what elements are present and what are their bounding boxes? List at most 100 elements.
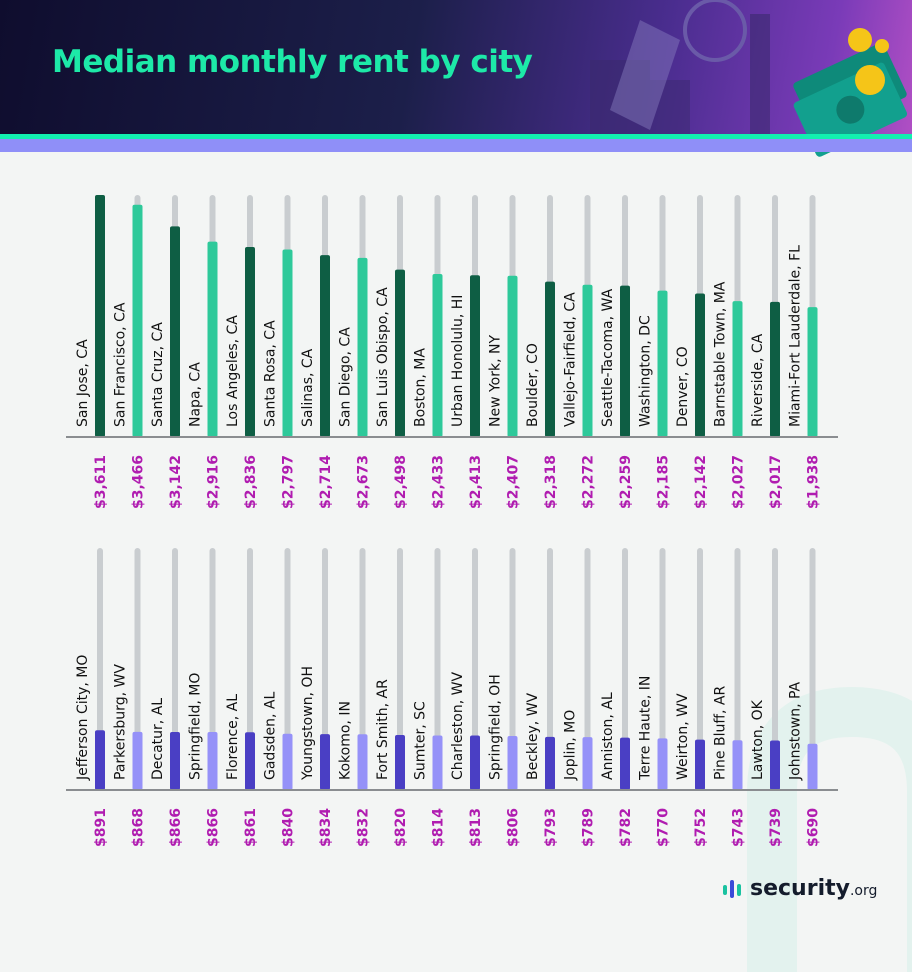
value-label: $793 bbox=[543, 808, 559, 847]
category-label: Lawton, OK bbox=[750, 699, 766, 780]
bar-track bbox=[134, 548, 141, 790]
category-label: Fort Smith, AR bbox=[375, 679, 391, 780]
value-label: $891 bbox=[93, 808, 109, 847]
value-label: $3,142 bbox=[168, 455, 184, 509]
category-label: Seattle-Tacoma, WA bbox=[600, 288, 616, 427]
value-label: $2,498 bbox=[393, 455, 409, 509]
bar bbox=[95, 730, 105, 790]
value-label: $868 bbox=[131, 808, 147, 847]
value-label: $861 bbox=[243, 808, 259, 847]
bar-track bbox=[809, 548, 816, 790]
bar bbox=[732, 301, 743, 437]
bar-track bbox=[697, 548, 703, 790]
bar bbox=[245, 246, 255, 437]
bar bbox=[282, 249, 293, 437]
logo-name: security bbox=[750, 876, 850, 901]
value-label: $3,466 bbox=[131, 455, 147, 509]
category-label: Urban Honolulu, HI bbox=[450, 295, 466, 427]
value-label: $2,142 bbox=[693, 455, 709, 509]
bar-track bbox=[172, 548, 178, 790]
bar bbox=[620, 285, 630, 437]
category-label: Decatur, AL bbox=[150, 698, 166, 780]
category-label: Boulder, CO bbox=[525, 343, 541, 427]
category-label: Jefferson City, MO bbox=[75, 655, 91, 781]
bar-track bbox=[772, 548, 778, 790]
accent-band bbox=[0, 139, 912, 152]
bar bbox=[695, 293, 705, 437]
accent-stripe bbox=[0, 134, 912, 139]
header-banner: Median monthly rent by city bbox=[0, 0, 912, 157]
category-label: San Diego, CA bbox=[338, 327, 354, 427]
value-label: $770 bbox=[656, 808, 672, 847]
value-label: $752 bbox=[693, 808, 709, 847]
category-label: Napa, CA bbox=[188, 362, 204, 427]
category-label: San Luis Obispo, CA bbox=[375, 287, 391, 427]
bar bbox=[732, 740, 743, 790]
bar bbox=[657, 738, 668, 790]
bar bbox=[207, 731, 218, 790]
keys-money-illustration bbox=[590, 0, 908, 157]
logo-icon bbox=[723, 879, 741, 898]
category-label: Florence, AL bbox=[225, 694, 241, 780]
bar-track bbox=[97, 548, 103, 790]
value-label: $789 bbox=[581, 808, 597, 847]
value-label: $739 bbox=[768, 808, 784, 847]
category-label: Riverside, CA bbox=[750, 333, 766, 427]
category-label: Santa Rosa, CA bbox=[263, 320, 279, 427]
bar-track bbox=[472, 548, 478, 790]
rent-chart: San Jose, CA $3,611 San Francisco, CA $3,46… bbox=[66, 195, 838, 847]
category-label: Vallejo-Fairfield, CA bbox=[563, 292, 579, 427]
category-label: Salinas, CA bbox=[300, 348, 316, 427]
value-label: $2,916 bbox=[206, 455, 222, 509]
value-label: $834 bbox=[318, 808, 334, 847]
bar bbox=[582, 737, 593, 790]
value-label: $2,413 bbox=[468, 455, 484, 509]
value-label: $782 bbox=[618, 808, 634, 847]
value-label: $2,017 bbox=[768, 455, 784, 509]
bar-track bbox=[547, 548, 553, 790]
value-label: $2,797 bbox=[281, 455, 297, 509]
bar-track bbox=[247, 548, 253, 790]
category-label: New York, NY bbox=[488, 335, 504, 427]
bar-track bbox=[622, 548, 628, 790]
bar bbox=[432, 273, 443, 437]
value-label: $2,433 bbox=[431, 455, 447, 509]
bar bbox=[395, 735, 405, 790]
value-label: $2,318 bbox=[543, 455, 559, 509]
category-label: Johnstown, PA bbox=[788, 681, 804, 781]
security-org-logo: security.org bbox=[722, 876, 877, 901]
category-label: Sumter, SC bbox=[413, 701, 429, 780]
bar bbox=[395, 269, 405, 437]
bar bbox=[170, 731, 180, 790]
bar-track bbox=[659, 548, 666, 790]
bar bbox=[507, 735, 518, 790]
bar bbox=[432, 735, 443, 790]
bar-track bbox=[434, 548, 441, 790]
bar bbox=[95, 195, 105, 437]
category-label: Weirton, WV bbox=[675, 693, 691, 780]
value-label: $2,407 bbox=[506, 455, 522, 509]
bar bbox=[470, 275, 480, 437]
bar-track bbox=[509, 548, 516, 790]
bar bbox=[170, 226, 180, 437]
bar bbox=[245, 732, 255, 790]
category-label: Kokomo, IN bbox=[338, 701, 354, 780]
bar bbox=[770, 740, 780, 790]
category-label: Barnstable Town, MA bbox=[713, 281, 729, 427]
bar bbox=[320, 255, 330, 437]
bar bbox=[620, 737, 630, 790]
bar-track bbox=[209, 548, 216, 790]
category-label: Anniston, AL bbox=[600, 692, 616, 780]
bar bbox=[807, 307, 818, 437]
value-label: $743 bbox=[731, 808, 747, 847]
value-label: $2,714 bbox=[318, 455, 334, 509]
value-label: $2,027 bbox=[731, 455, 747, 509]
bar-track bbox=[322, 548, 328, 790]
bar bbox=[207, 241, 218, 437]
value-label: $866 bbox=[206, 808, 222, 847]
bar bbox=[357, 257, 368, 437]
bar bbox=[132, 204, 143, 437]
category-label: Santa Cruz, CA bbox=[150, 322, 166, 427]
category-label: Joplin, MO bbox=[563, 710, 579, 781]
bar bbox=[807, 743, 818, 790]
